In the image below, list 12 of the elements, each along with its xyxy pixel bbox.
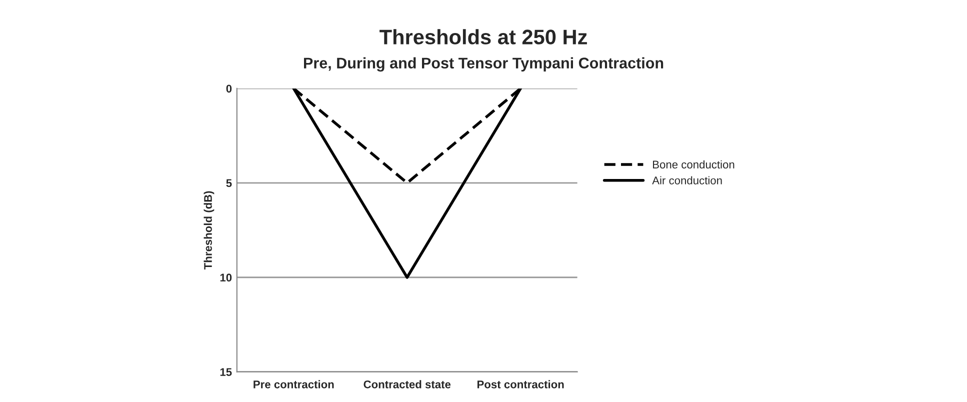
x-tick-label: Post contraction: [477, 380, 564, 388]
y-tick-label: 15: [220, 368, 232, 376]
y-tick-label: 5: [226, 179, 232, 188]
chart-subtitle: Pre, During and Post Tensor Tympani Contraction: [304, 57, 664, 72]
y-tick-label: 10: [220, 274, 232, 282]
chart-title: Thresholds at 250 Hz: [380, 29, 587, 44]
y-tick-label: 0: [226, 84, 232, 93]
legend-label: Bone conduction: [653, 160, 734, 168]
y-axis-title: Threshold (dB): [204, 191, 214, 270]
x-tick-label: Contracted state: [364, 380, 451, 388]
legend-label: Air conduction: [652, 176, 722, 184]
x-tick-label: Pre contraction: [254, 380, 334, 388]
